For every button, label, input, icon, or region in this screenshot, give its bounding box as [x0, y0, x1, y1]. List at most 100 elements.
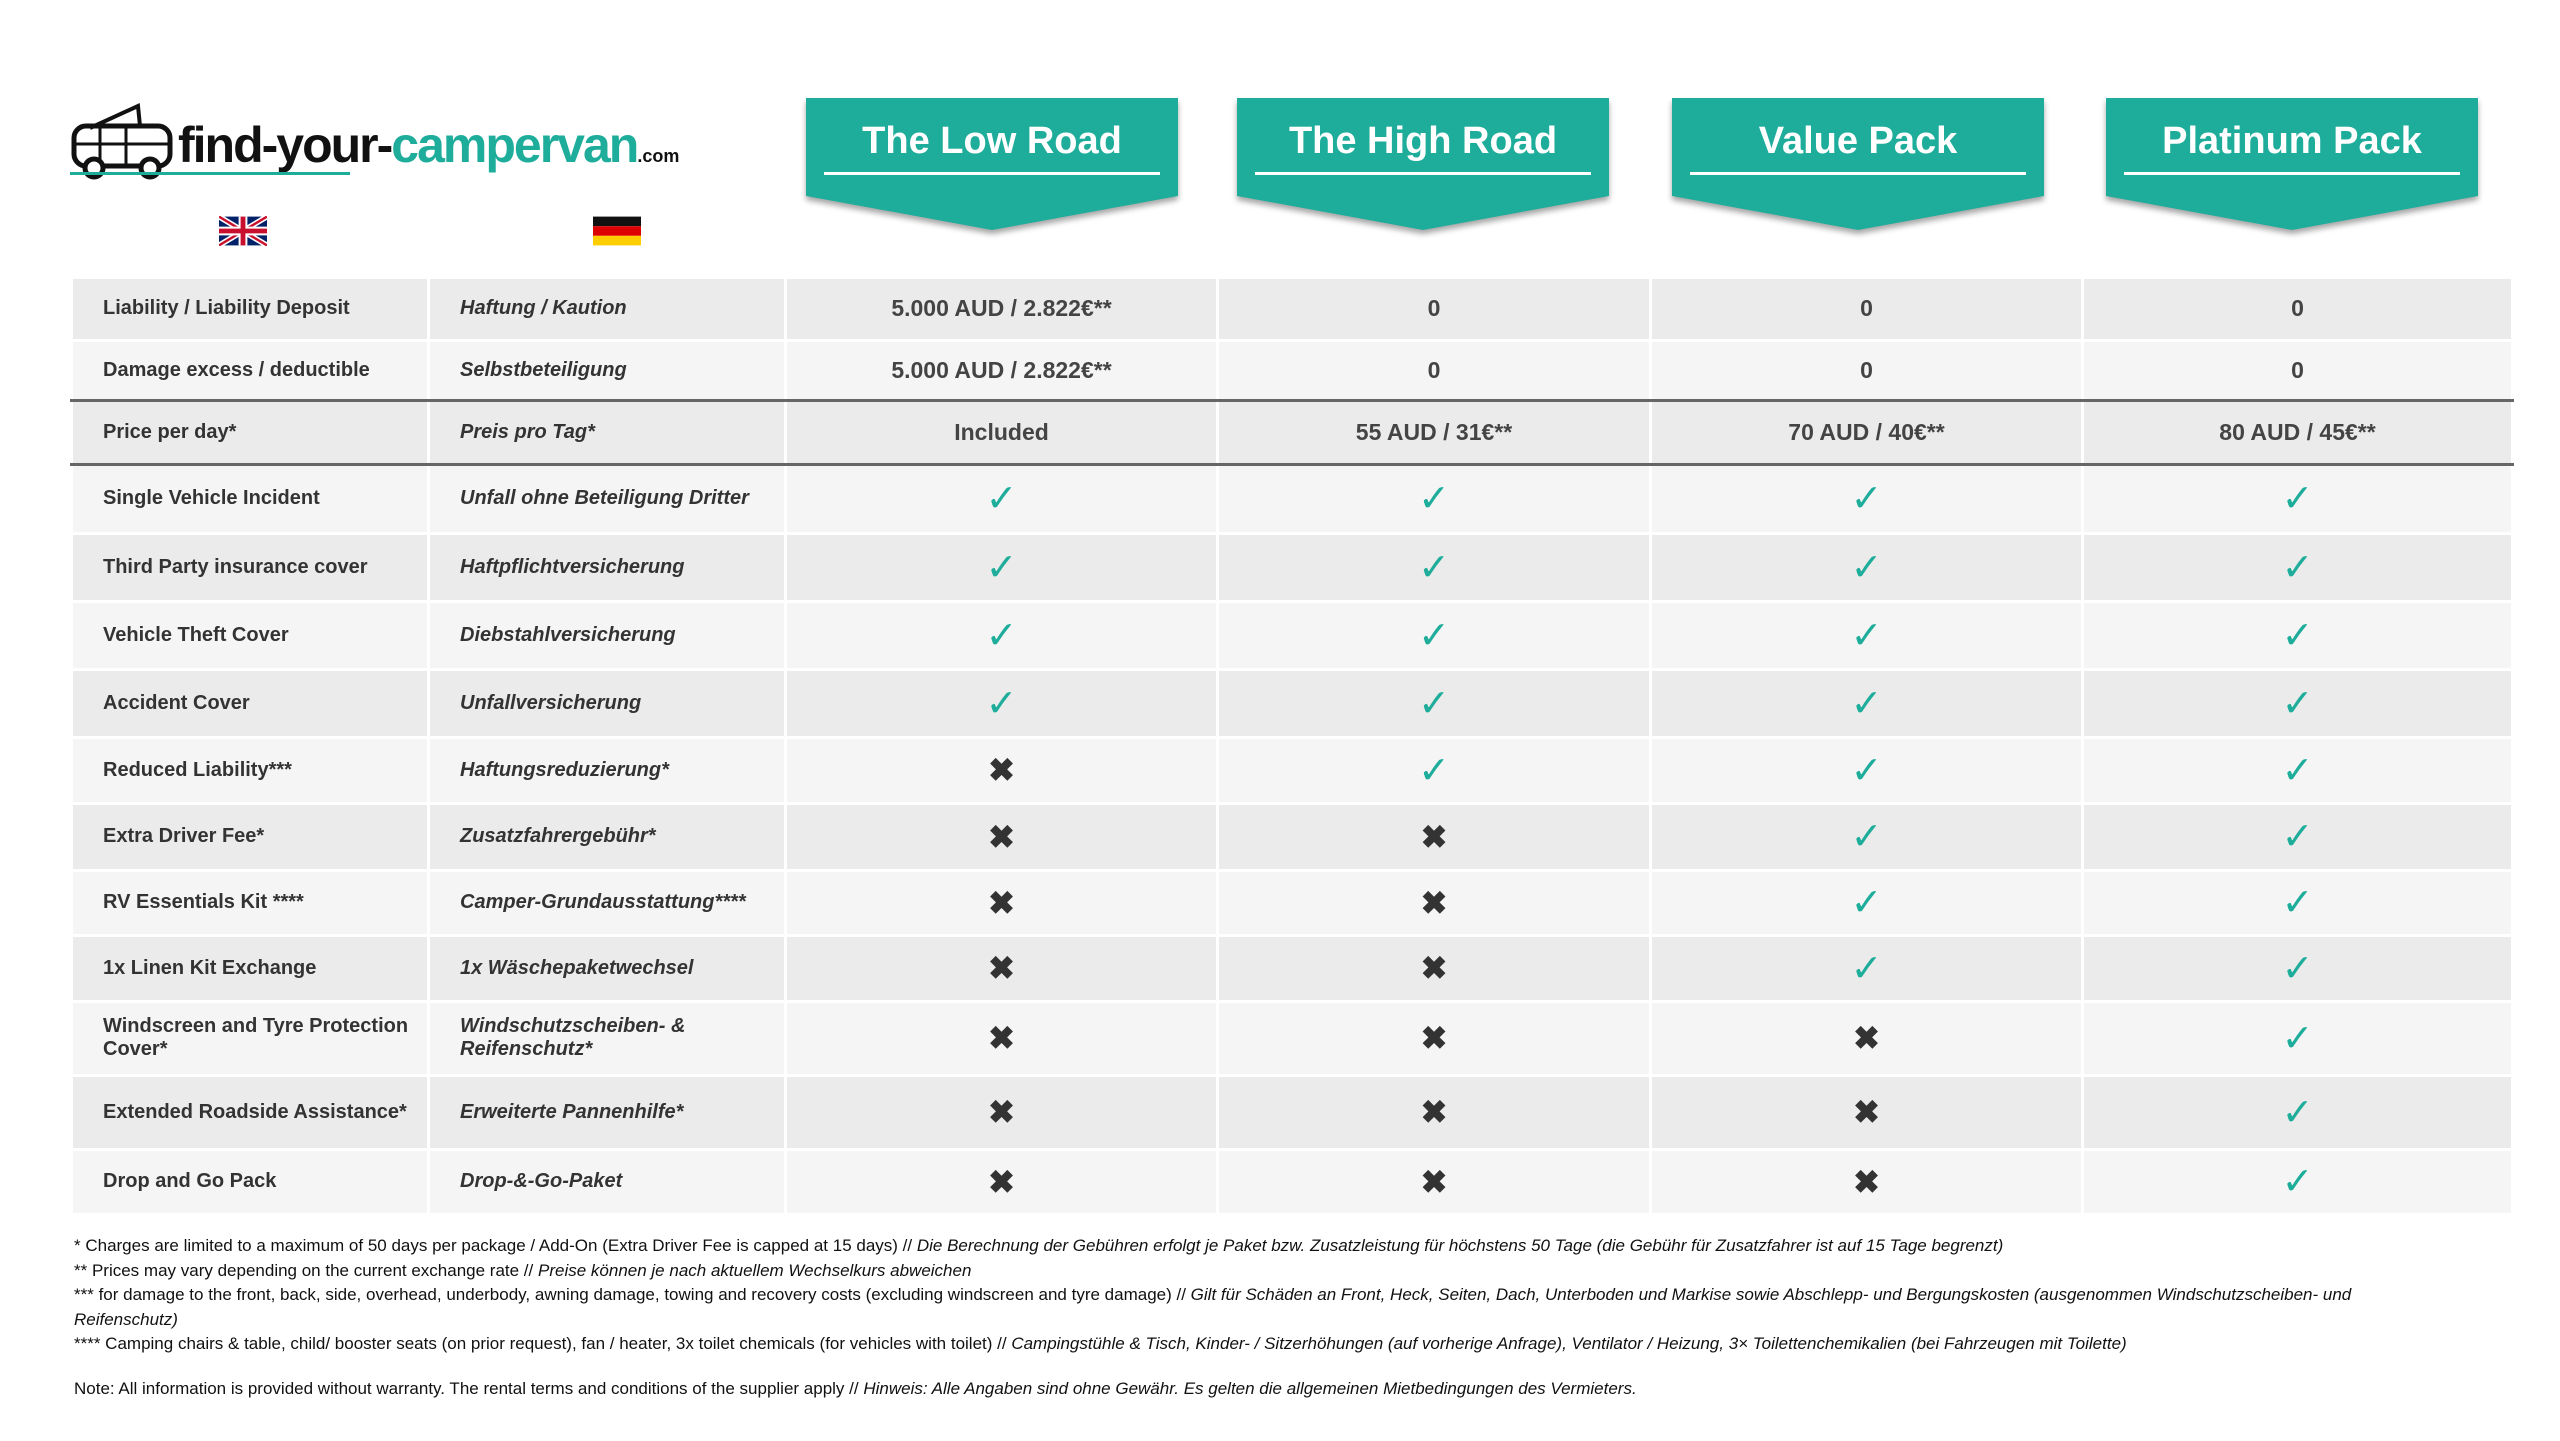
- footnote: *** for damage to the front, back, side,…: [74, 1283, 2374, 1332]
- table-row: Liability / Liability Deposit Haftung / K…: [70, 279, 2514, 342]
- table-row: Extra Driver Fee* Zusatzfahrergebühr* ✖ ✖ ✓ ✓: [70, 803, 2514, 872]
- table-row: Accident Cover Unfallversicherung ✓ ✓ ✓ ✓: [70, 669, 2514, 739]
- germany-flag-icon[interactable]: [593, 216, 641, 246]
- check-icon: ✓: [1850, 614, 1883, 657]
- feature-de: Unfall ohne Beteiligung Dritter: [427, 464, 787, 535]
- check-icon: ✓: [1850, 546, 1883, 589]
- check-icon: ✓: [2281, 546, 2314, 589]
- check-icon: ✓: [985, 546, 1018, 589]
- footnote: * Charges are limited to a maximum of 50…: [74, 1234, 2534, 1259]
- cross-icon: ✖: [1853, 1094, 1880, 1130]
- banner-underline: [1255, 172, 1591, 175]
- feature-en: RV Essentials Kit ****: [70, 870, 430, 937]
- check-icon: ✓: [2281, 1017, 2314, 1060]
- check-icon: ✓: [1418, 749, 1450, 792]
- cross-icon: ✖: [1853, 1020, 1880, 1056]
- feature-de: Erweiterte Pannenhilfe*: [427, 1075, 787, 1151]
- check-icon: ✓: [985, 478, 1018, 520]
- check-icon: ✓: [1418, 682, 1450, 725]
- footnote-de: Gilt für Schäden an Front, Heck, Seiten,…: [74, 1285, 2352, 1329]
- logo-wordmark: find-your-campervan.com: [178, 120, 679, 170]
- banner-underline: [824, 172, 1160, 175]
- check-icon: ✓: [1850, 478, 1883, 520]
- check-icon: ✓: [2281, 478, 2314, 520]
- feature-en: Reduced Liability***: [70, 737, 430, 805]
- feature-en: Accident Cover: [70, 669, 430, 739]
- check-icon: ✓: [2281, 682, 2314, 725]
- check-icon: ✓: [985, 614, 1018, 657]
- feature-en: Windscreen and Tyre Protection Cover*: [70, 1001, 430, 1077]
- feature-de: Preis pro Tag*: [427, 400, 787, 466]
- feature-de: Haftungsreduzierung*: [427, 737, 787, 805]
- cross-icon: ✖: [1420, 1163, 1448, 1200]
- footnote-de: Die Berechnung der Gebühren erfolgt je P…: [916, 1236, 2004, 1255]
- footnote-en: **** Camping chairs & table, child/ boos…: [74, 1334, 1007, 1353]
- disclaimer-note: Note: All information is provided withou…: [74, 1377, 2534, 1402]
- cell-value: 0: [1649, 340, 2084, 402]
- cross-icon: ✖: [988, 1094, 1015, 1130]
- cell-value: 0: [2081, 279, 2514, 342]
- check-icon: ✓: [2281, 614, 2314, 657]
- check-icon: ✓: [2281, 749, 2314, 792]
- comparison-table: Liability / Liability Deposit Haftung / K…: [70, 279, 2514, 1216]
- check-icon: ✓: [2281, 1161, 2314, 1203]
- site-logo[interactable]: find-your-campervan.com: [70, 90, 679, 180]
- cross-icon: ✖: [1853, 1163, 1880, 1200]
- check-icon: ✓: [1850, 947, 1883, 990]
- footnote-en: *** for damage to the front, back, side,…: [74, 1285, 1186, 1304]
- feature-de: Selbstbeteiligung: [427, 340, 787, 402]
- check-icon: ✓: [1850, 816, 1883, 858]
- feature-en: Damage excess / deductible: [70, 340, 430, 402]
- check-icon: ✓: [2281, 1091, 2314, 1134]
- table-row: 1x Linen Kit Exchange 1x Wäschepaketwechs…: [70, 935, 2514, 1003]
- check-icon: ✓: [1418, 614, 1450, 657]
- check-icon: ✓: [1850, 682, 1883, 725]
- feature-en: Single Vehicle Incident: [70, 464, 430, 535]
- feature-en: Liability / Liability Deposit: [70, 279, 430, 342]
- campervan-icon: [71, 103, 173, 180]
- table-row: Third Party insurance cover Haftpflichtve…: [70, 533, 2514, 603]
- feature-de: Haftpflichtversicherung: [427, 533, 787, 603]
- feature-de: Diebstahlversicherung: [427, 601, 787, 671]
- logo-text-dark: find-your-: [178, 117, 393, 173]
- table-row: Extended Roadside Assistance* Erweiterte …: [70, 1075, 2514, 1151]
- feature-de: Camper-Grundausstattung****: [427, 870, 787, 937]
- table-row: RV Essentials Kit **** Camper-Grundaussta…: [70, 870, 2514, 937]
- check-icon: ✓: [985, 682, 1018, 725]
- table-row: Drop and Go Pack Drop-&-Go-Paket ✖ ✖ ✖ ✓: [70, 1149, 2514, 1216]
- cross-icon: ✖: [988, 818, 1015, 855]
- footnotes: * Charges are limited to a maximum of 50…: [74, 1234, 2534, 1401]
- cross-icon: ✖: [988, 752, 1015, 788]
- cross-icon: ✖: [988, 1163, 1015, 1200]
- logo-text-accent: campervan: [391, 117, 639, 173]
- cell-value: 0: [1216, 340, 1652, 402]
- footnote-de: Campingstühle & Tisch, Kinder- / Sitzerh…: [1011, 1334, 2127, 1353]
- logo-underline: [70, 172, 350, 175]
- feature-de: Zusatzfahrergebühr*: [427, 803, 787, 872]
- feature-en: Extended Roadside Assistance*: [70, 1075, 430, 1151]
- package-header-2: The High Road: [1237, 98, 1609, 230]
- cross-icon: ✖: [1420, 818, 1448, 855]
- cell-value: 0: [2081, 340, 2514, 402]
- check-icon: ✓: [2281, 816, 2314, 858]
- feature-de: Unfallversicherung: [427, 669, 787, 739]
- feature-en: Price per day*: [70, 400, 430, 466]
- footnote-en: * Charges are limited to a maximum of 50…: [74, 1236, 913, 1255]
- footnote-de: Preise können je nach aktuellem Wechselk…: [538, 1260, 972, 1280]
- feature-de: 1x Wäschepaketwechsel: [427, 935, 787, 1003]
- check-icon: ✓: [1850, 882, 1883, 924]
- cross-icon: ✖: [1420, 884, 1448, 921]
- logo-suffix: .com: [637, 146, 680, 166]
- banner-underline: [1690, 172, 2026, 175]
- table-row: Price per day* Preis pro Tag* Included 55 A…: [70, 400, 2514, 466]
- cross-icon: ✖: [988, 1020, 1015, 1056]
- table-row: Reduced Liability*** Haftungsreduzierung*…: [70, 737, 2514, 805]
- check-icon: ✓: [2281, 947, 2314, 990]
- cross-icon: ✖: [988, 950, 1015, 986]
- cross-icon: ✖: [1420, 1094, 1448, 1130]
- footnote: **** Camping chairs & table, child/ boos…: [74, 1332, 2534, 1357]
- table-row: Vehicle Theft Cover Diebstahlversicherung…: [70, 601, 2514, 671]
- uk-flag-icon[interactable]: [219, 216, 267, 246]
- cell-value: 55 AUD / 31€**: [1216, 400, 1652, 466]
- check-icon: ✓: [1418, 546, 1450, 589]
